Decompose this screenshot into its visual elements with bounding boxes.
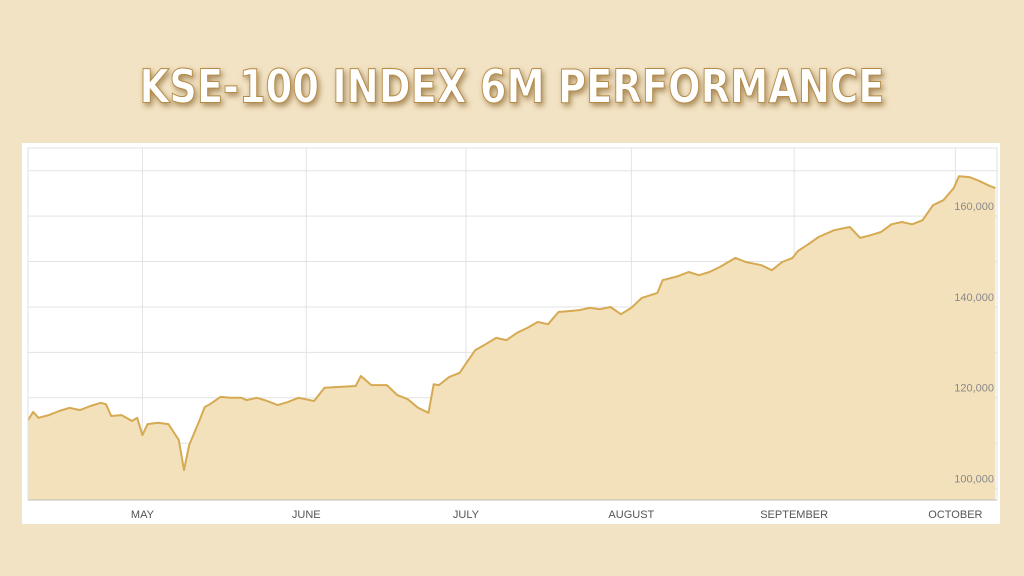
x-tick-label: JUNE [292, 509, 321, 521]
x-tick-label: MAY [131, 509, 155, 521]
y-tick-label: 160,000 [954, 201, 994, 213]
x-tick-label: JULY [453, 509, 480, 521]
chart-title: KSE-100 INDEX 6M PERFORMANCE [140, 60, 885, 114]
area-line [27, 175, 996, 471]
y-tick-label: 100,000 [954, 474, 994, 486]
y-tick-label: 140,000 [954, 292, 994, 304]
x-tick-label: OCTOBER [928, 509, 982, 521]
x-tick-label: SEPTEMBER [760, 509, 828, 521]
x-tick-label: AUGUST [608, 509, 654, 521]
area-fill [28, 176, 996, 500]
y-tick-label: 120,000 [954, 383, 994, 395]
